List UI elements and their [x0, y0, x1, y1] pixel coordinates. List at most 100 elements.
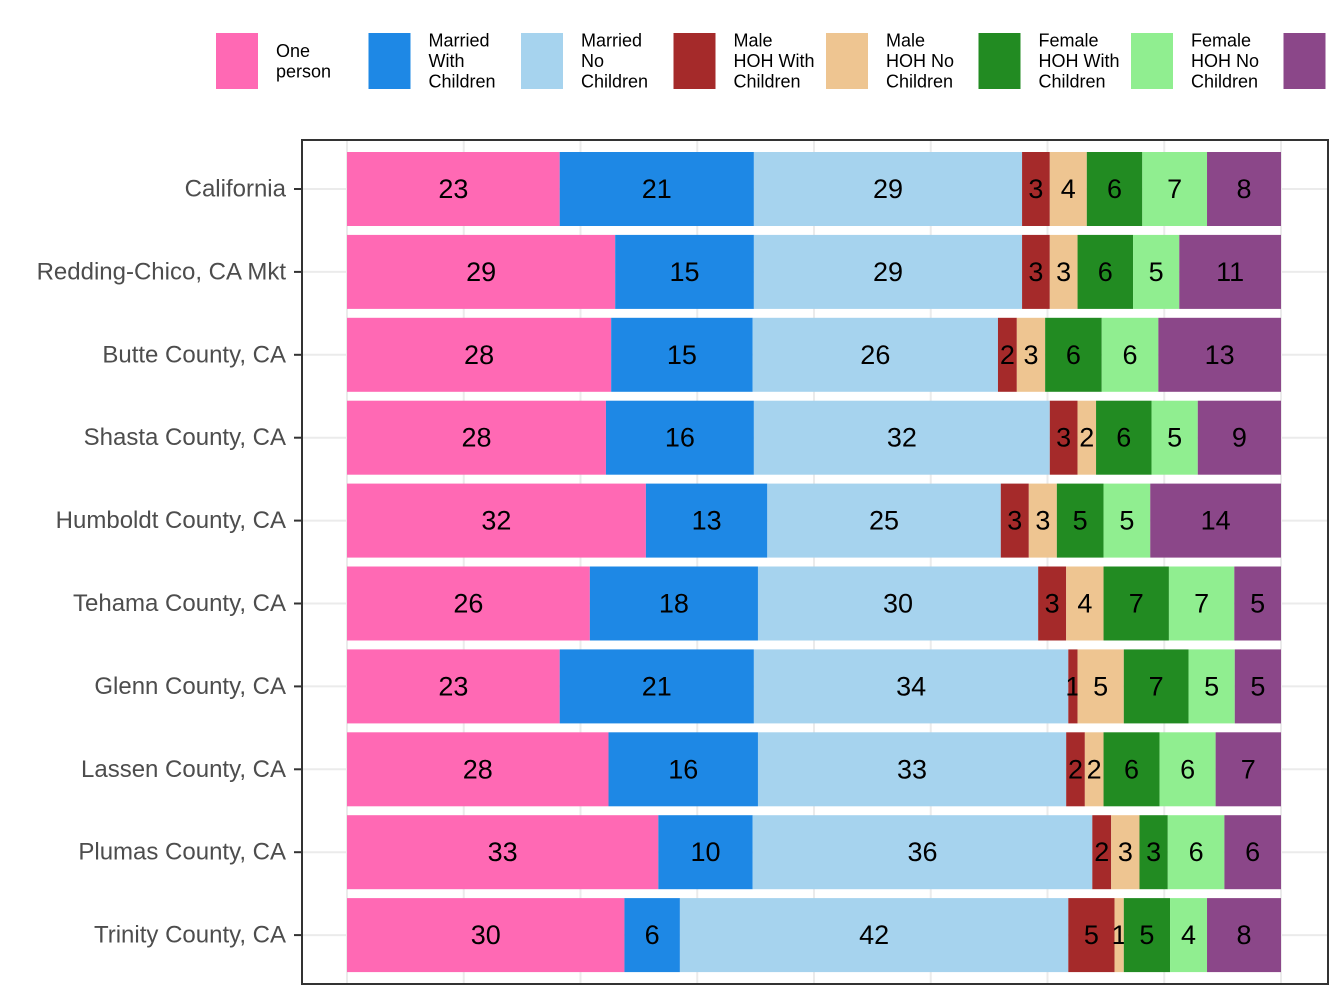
bar-segment-married-no-children	[753, 649, 1069, 724]
data-label: 5	[1204, 671, 1219, 701]
panel-border	[301, 139, 1329, 985]
data-label: 5	[1073, 506, 1088, 536]
legend-item-non-family-hoh: NoFaHo	[1283, 31, 1344, 92]
bar-row-butte-county-ca: 28 15 26 2 3 6 6 13	[347, 317, 1281, 392]
bar-segment-non-family-hoh	[1234, 566, 1281, 641]
legend-key	[216, 33, 258, 89]
bar-segment-married-with-children	[658, 815, 753, 890]
bar-segment-female-hoh-no-children	[1167, 815, 1225, 890]
data-label: 26	[860, 340, 890, 370]
data-label: 26	[453, 589, 483, 619]
bar-segment-one-person	[347, 483, 646, 558]
data-label: 15	[667, 340, 697, 370]
category-label: Plumas County, CA	[78, 839, 286, 866]
bar-segment-married-with-children	[589, 566, 758, 641]
bar-row-california: 23 21 29 3 4 6 7 8	[347, 152, 1281, 226]
legend-label: Children	[886, 72, 953, 92]
bar-row-plumas-county-ca: 33 10 36 2 3 3 6 6	[347, 815, 1281, 890]
bar-row-tehama-county-ca: 26 18 30 3 4 7 7 5	[347, 566, 1281, 641]
legend-label: Married	[429, 31, 490, 51]
legend-label: Children	[734, 72, 801, 92]
data-label: 7	[1167, 174, 1182, 204]
bar-segment-female-hoh-with-children	[1086, 152, 1143, 226]
bar-segment-male-hoh-with-children	[997, 317, 1017, 392]
bar-segment-male-hoh-no-children	[1016, 317, 1046, 392]
bar-segment-married-with-children	[608, 732, 758, 807]
bar-segment-married-no-children	[753, 234, 1023, 309]
bar-segment-male-hoh-with-children	[1022, 234, 1050, 309]
bar-segment-one-person	[347, 400, 606, 475]
bar-segment-female-hoh-no-children	[1142, 152, 1208, 226]
bar-segment-male-hoh-with-children	[1038, 566, 1067, 641]
data-label: 3	[1028, 174, 1043, 204]
legend-label: HOH With	[1039, 51, 1120, 71]
data-label: 32	[887, 423, 917, 453]
data-label: 6	[1098, 257, 1113, 287]
bar-segment-married-no-children	[767, 483, 1001, 558]
bar-segment-married-no-children	[757, 566, 1039, 641]
data-label: 15	[670, 257, 700, 287]
bar-segment-married-no-children	[753, 152, 1023, 226]
category-label: Redding-Chico, CA Mkt	[37, 258, 287, 285]
bar-segment-male-hoh-no-children	[1077, 400, 1097, 475]
data-label: 6	[1123, 340, 1138, 370]
data-label: 6	[1245, 837, 1260, 867]
data-label: 6	[1124, 754, 1139, 784]
data-label: 21	[642, 174, 672, 204]
legend-label: Female	[1039, 31, 1099, 51]
data-label: 5	[1093, 671, 1108, 701]
bar-segment-married-no-children	[757, 732, 1067, 807]
bar-segment-female-hoh-no-children	[1168, 566, 1235, 641]
bar-segment-male-hoh-with-children	[1068, 649, 1078, 724]
legend-key	[1283, 33, 1326, 89]
bar-row-redding-chico-ca-mkt: 29 15 29 3 3 6 5 11	[347, 234, 1281, 309]
bar-segment-female-hoh-with-children	[1123, 649, 1189, 724]
data-label: 18	[659, 589, 689, 619]
category-label: Lassen County, CA	[81, 756, 286, 783]
bar-segment-female-hoh-with-children	[1123, 898, 1171, 973]
legend-label: HOH No	[886, 51, 954, 71]
data-label: 7	[1241, 754, 1256, 784]
bar-row-glenn-county-ca: 23 21 34 1 5 7 5 5	[347, 649, 1281, 724]
bar-row-lassen-county-ca: 28 16 33 2 2 6 6 7	[347, 732, 1281, 807]
data-label: 32	[481, 506, 511, 536]
data-label: 3	[1028, 257, 1043, 287]
data-label: 11	[1216, 257, 1244, 287]
bar-segment-married-no-children	[753, 400, 1050, 475]
data-label: 5	[1167, 423, 1182, 453]
bar-row-shasta-county-ca: 28 16 32 3 2 6 5 9	[347, 400, 1281, 475]
data-label: 16	[665, 423, 695, 453]
bar-segment-non-family-hoh	[1158, 317, 1281, 392]
data-label: 23	[438, 671, 468, 701]
data-label: 4	[1061, 174, 1076, 204]
bar-segment-female-hoh-with-children	[1139, 815, 1168, 890]
data-label: 9	[1232, 423, 1247, 453]
legend-label: Male	[734, 31, 773, 51]
data-label: 28	[464, 340, 494, 370]
data-label: 3	[1056, 257, 1071, 287]
bar-segment-one-person	[347, 649, 560, 724]
bar-segment-male-hoh-no-children	[1049, 152, 1087, 226]
data-label: 30	[471, 920, 501, 950]
data-label: 6	[1116, 423, 1131, 453]
data-label: 13	[692, 506, 722, 536]
bar-segment-married-with-children	[645, 483, 768, 558]
bar-segment-female-hoh-with-children	[1103, 566, 1169, 641]
legend-label: One	[276, 41, 310, 61]
data-label: 7	[1129, 589, 1144, 619]
data-label: 8	[1236, 174, 1251, 204]
bar-segment-one-person	[347, 815, 659, 890]
data-label: 3	[1007, 506, 1022, 536]
data-label: 6	[645, 920, 660, 950]
data-label: 42	[859, 920, 889, 950]
legend-label: Children	[1191, 72, 1258, 92]
bar-segment-non-family-hoh	[1207, 152, 1281, 226]
data-label: 13	[1205, 340, 1235, 370]
bar-segment-non-family-hoh	[1224, 815, 1281, 890]
